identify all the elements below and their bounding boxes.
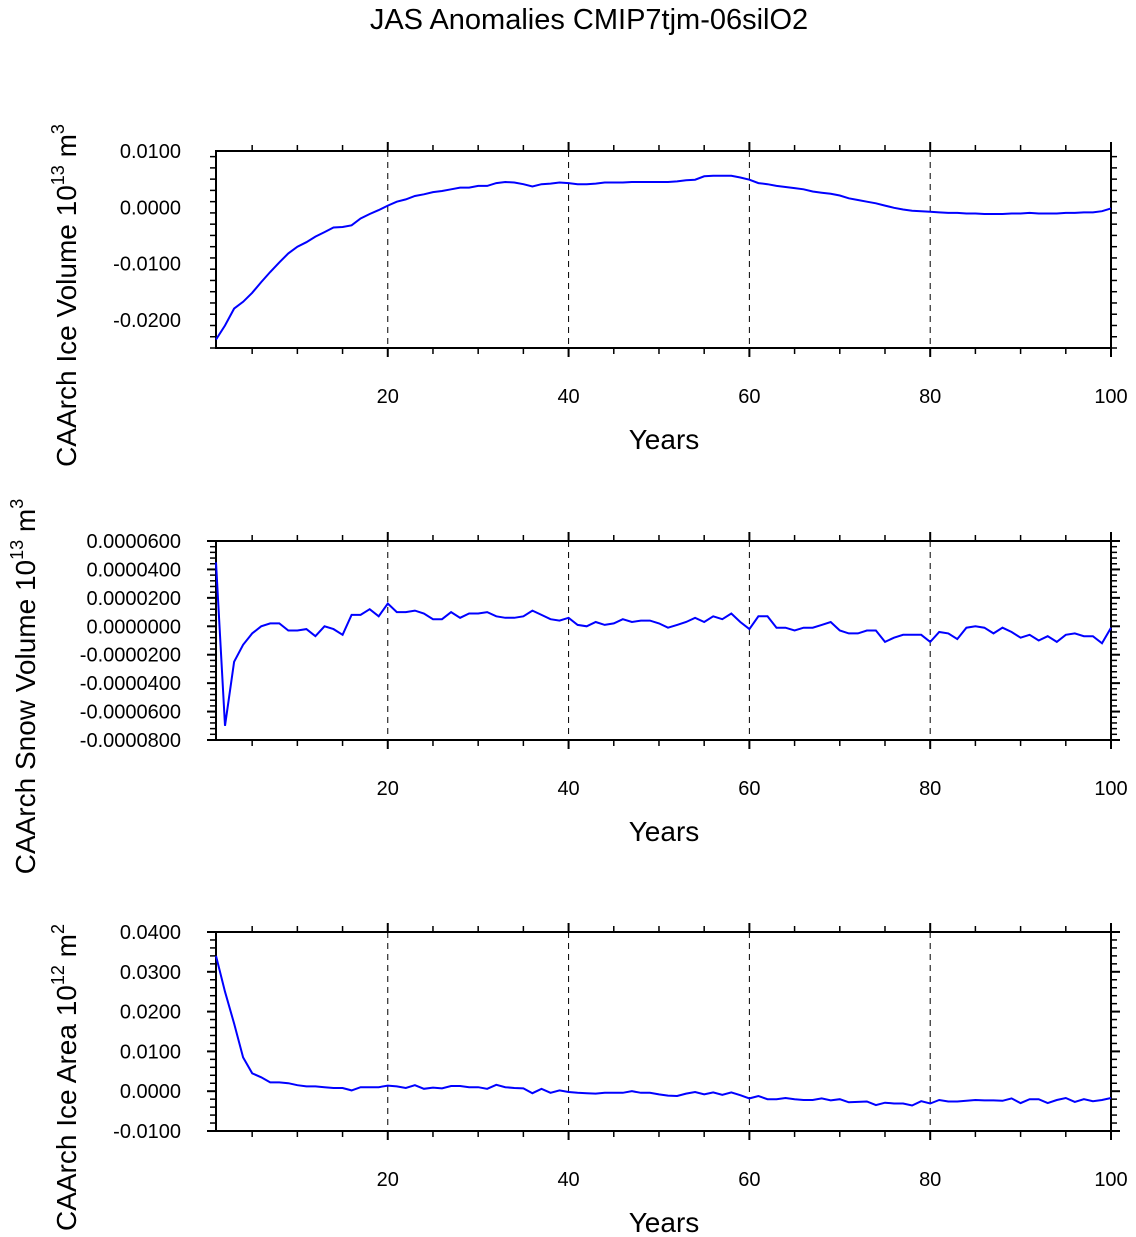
y-tick-label: -0.0000400 <box>80 673 181 695</box>
y-axis-title-text: CAArch Ice Volume 10 <box>51 185 82 467</box>
y-tick-label: 0.0100 <box>120 1041 181 1063</box>
y-axis-title-text: CAArch Snow Volume 10 <box>10 560 41 874</box>
plot-frame <box>215 540 1112 741</box>
x-axis-title: Years <box>629 1207 700 1237</box>
y-tick-label: 0.0300 <box>120 962 181 984</box>
y-tick-label: 0.0400 <box>120 922 181 944</box>
y-axis-title-unit: m <box>51 934 82 965</box>
chart-title: JAS Anomalies CMIP7tjm-06silO2 <box>370 4 808 36</box>
x-tick-label: 80 <box>919 778 941 800</box>
y-tick-label: 0.0000600 <box>86 531 181 553</box>
x-tick-label: 100 <box>1094 778 1127 800</box>
x-axis-title: Years <box>629 424 700 455</box>
x-tick-label: 60 <box>738 386 760 408</box>
y-tick-label: 0.0000000 <box>86 616 181 638</box>
y-tick-label: -0.0000200 <box>80 645 181 667</box>
x-tick-label: 80 <box>919 386 941 408</box>
y-tick-label: 0.0200 <box>120 1002 181 1024</box>
x-tick-label: 40 <box>557 778 579 800</box>
x-tick-label: 40 <box>557 386 579 408</box>
series-line <box>215 174 1112 341</box>
y-tick-label: 0.0000 <box>120 197 181 219</box>
series-line <box>215 562 1112 726</box>
y-axis-title: CAArch Ice Volume 1013 m3 <box>48 124 82 467</box>
y-tick-label: 0.0000400 <box>86 559 181 581</box>
y-axis-title-unit-exponent: 3 <box>7 499 27 509</box>
x-tick-label: 60 <box>738 778 760 800</box>
x-tick-label: 100 <box>1094 386 1127 408</box>
x-tick-label: 60 <box>738 1169 760 1191</box>
y-tick-label: -0.0000600 <box>80 702 181 724</box>
y-tick-label: 0.0100 <box>120 141 181 163</box>
y-axis-title-unit: m <box>51 134 82 165</box>
y-tick-label: -0.0100 <box>113 1121 181 1143</box>
y-axis-title-unit-exponent: 3 <box>48 124 68 134</box>
y-axis-title-text: CAArch Ice Area 10 <box>51 985 82 1231</box>
series-line <box>215 955 1112 1107</box>
panel-2: 20 40 60 80 100 0.0000600 0.0000400 0.0000200 0.… <box>7 499 1128 875</box>
plot-frame <box>215 931 1112 1132</box>
y-axis-title: CAArch Snow Volume 1013 m3 <box>7 499 41 875</box>
y-axis-title-exponent: 13 <box>48 165 68 185</box>
x-tick-label: 80 <box>919 1169 941 1191</box>
plot-frame <box>215 150 1112 349</box>
x-tick-label: 20 <box>377 778 399 800</box>
x-tick-label: 100 <box>1094 1169 1127 1191</box>
y-tick-label: -0.0000800 <box>80 730 181 752</box>
y-axis-title-exponent: 12 <box>48 965 68 985</box>
y-axis-title-unit-exponent: 2 <box>48 924 68 934</box>
x-tick-label: 40 <box>557 1169 579 1191</box>
panel-3: 20 40 60 80 100 0.0400 0.0300 0.0200 0.0100 0.000… <box>48 922 1128 1237</box>
x-tick-label: 20 <box>377 1169 399 1191</box>
y-axis-title-exponent: 13 <box>7 540 27 560</box>
y-tick-label: 0.0000200 <box>86 588 181 610</box>
y-tick-label: -0.0200 <box>113 310 181 332</box>
panel-1: 20 40 60 80 100 0.0100 0.0000 -0.0100 -0.0200 Yea… <box>48 124 1128 467</box>
x-axis-title: Years <box>629 816 700 847</box>
x-tick-label: 20 <box>377 386 399 408</box>
y-axis-title: CAArch Ice Area 1012 m2 <box>48 924 82 1231</box>
y-axis-title-unit: m <box>10 509 41 540</box>
y-tick-label: 0.0000 <box>120 1081 181 1103</box>
y-tick-label: -0.0100 <box>113 254 181 276</box>
